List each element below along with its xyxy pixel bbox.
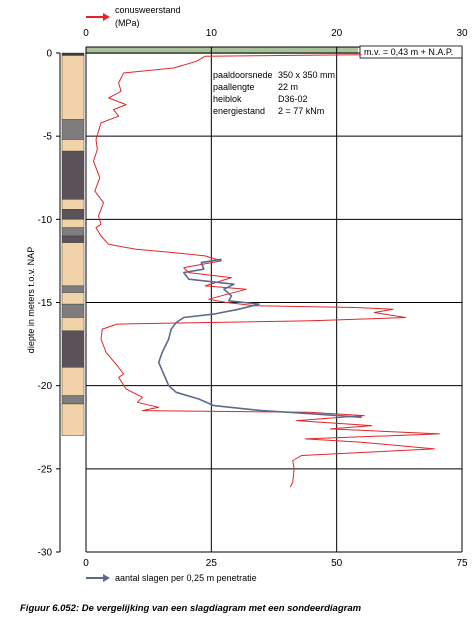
bottom-axis-arrow-head <box>103 574 110 582</box>
info-value: 22 m <box>278 82 298 92</box>
soil-layer-silt <box>61 119 85 140</box>
top-tick-label: 10 <box>206 28 218 39</box>
soil-layer-sand <box>61 55 85 120</box>
figure-caption: Figuur 6.052: De vergelijking van een sl… <box>20 603 362 614</box>
y-tick-label: 0 <box>46 49 52 60</box>
soil-layer-sand <box>61 292 85 305</box>
blow-count-line <box>157 258 362 419</box>
ground-level-label: m.v. = 0,43 m + N.A.P. <box>364 47 453 57</box>
info-key: heiblok <box>213 94 242 104</box>
top-tick-label: 30 <box>456 28 468 39</box>
soil-layer-sand <box>61 199 85 210</box>
soil-layer-sand <box>61 219 85 228</box>
info-key: paallengte <box>213 82 255 92</box>
info-value: 350 x 350 mm <box>278 70 335 80</box>
bottom-tick-label: 50 <box>331 558 343 569</box>
soil-layer-sand <box>61 367 85 396</box>
bottom-tick-label: 0 <box>83 558 89 569</box>
info-value: D36-02 <box>278 94 308 104</box>
soil-layer-sand <box>61 139 85 152</box>
y-tick-label: -30 <box>38 548 53 559</box>
soil-layer-clay <box>61 235 85 243</box>
y-tick-label: -10 <box>38 215 53 226</box>
y-tick-label: -25 <box>38 464 53 475</box>
soil-layer-silt <box>61 227 85 237</box>
soil-layer-clay <box>61 209 85 220</box>
soil-layer-sand <box>61 242 85 287</box>
ground-level-box <box>359 45 463 59</box>
soil-layer-silt <box>61 303 85 318</box>
cone-resistance-line <box>93 54 440 488</box>
soil-layer-silt <box>61 395 85 405</box>
top-tick-label: 20 <box>331 28 343 39</box>
bottom-axis-title: aantal slagen per 0,25 m penetratie <box>115 573 257 583</box>
soil-layer-sand <box>61 403 85 436</box>
soil-layer-fill <box>61 52 85 56</box>
top-axis-title: conusweerstand <box>115 5 181 15</box>
y-tick-label: -20 <box>38 381 53 392</box>
top-axis-arrow-head <box>103 13 110 21</box>
y-tick-label: -15 <box>38 298 53 309</box>
ground-level-band <box>86 47 358 54</box>
y-axis-title: diepte in meters t.o.v. NAP <box>26 247 36 353</box>
bottom-tick-label: 25 <box>206 558 218 569</box>
soil-layer-sand <box>61 317 85 332</box>
soil-layer-silt <box>61 285 85 293</box>
top-tick-label: 0 <box>83 28 89 39</box>
bottom-tick-label: 75 <box>456 558 468 569</box>
soil-layer-clay <box>61 330 85 368</box>
info-key: energiestand <box>213 106 265 116</box>
info-key: paaldoorsnede <box>213 70 273 80</box>
info-value: 2 = 77 kNm <box>278 106 324 116</box>
y-tick-label: -5 <box>43 132 52 143</box>
soil-layer-clay <box>61 150 85 200</box>
top-axis-unit: (MPa) <box>115 18 140 28</box>
